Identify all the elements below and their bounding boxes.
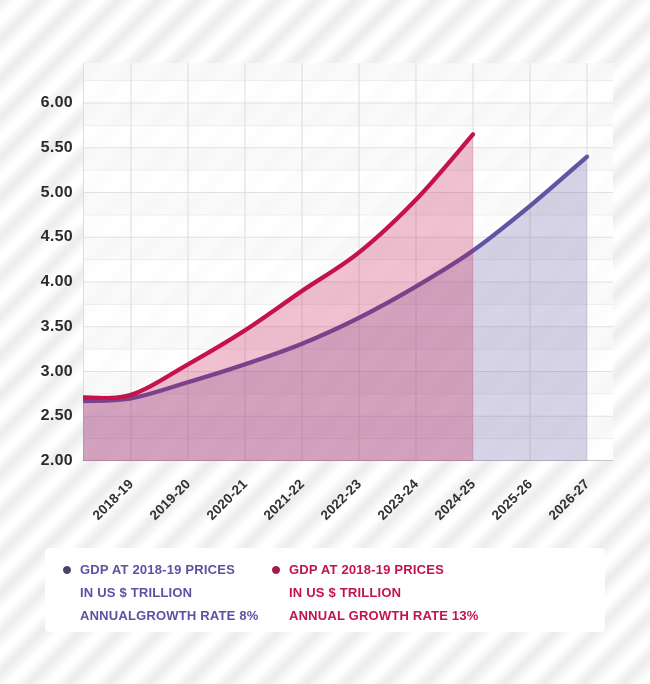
plot-band [83,63,613,81]
y-tick-label: 4.00 [40,273,73,290]
legend-line: ANNUAL GROWTH RATE 13% [289,608,479,623]
y-tick-label: 3.00 [40,362,73,380]
legend-line: GDP AT 2018-19 PRICES [80,562,235,577]
y-tick-label: 2.00 [40,452,73,469]
curve-series-1 [83,132,476,401]
y-tick-label: 2.50 [40,407,73,425]
y-tick-label: 3.50 [40,317,73,335]
legend-panel [45,548,605,632]
plot-band [83,148,613,170]
legend-line: ANNUALGROWTH RATE 8% [80,608,259,623]
legend-item: GDP AT 2018-19 PRICES IN US $ TRILLION ANN… [272,558,479,627]
y-tick-label: 5.00 [40,183,73,201]
y-tick-label: 4.50 [40,228,73,246]
curve-series-0 [83,154,590,404]
y-tick-label: 5.50 [40,138,73,156]
area-fill-series-0 [83,156,587,461]
legend-text: GDP AT 2018-19 PRICES IN US $ TRILLION ANN… [80,558,259,627]
legend-item: GDP AT 2018-19 PRICES IN US $ TRILLION ANN… [63,558,259,627]
legend-bullet-icon [272,566,280,574]
plot-area [83,63,613,461]
y-axis-labels: 2.00 2.50 3.00 3.50 4.00 4.50 5.00 5.50 6.00 [0,0,73,480]
legend-line: GDP AT 2018-19 PRICES [289,562,444,577]
area-fill-series-1 [83,134,473,461]
legend-line: IN US $ TRILLION [289,585,402,600]
y-tick-label: 6.00 [40,94,73,111]
legend-bullet-icon [63,566,71,574]
chart-canvas [83,63,613,461]
legend-line: IN US $ TRILLION [80,585,193,600]
legend-text: GDP AT 2018-19 PRICES IN US $ TRILLION ANN… [289,558,479,627]
plot-band [83,103,613,125]
